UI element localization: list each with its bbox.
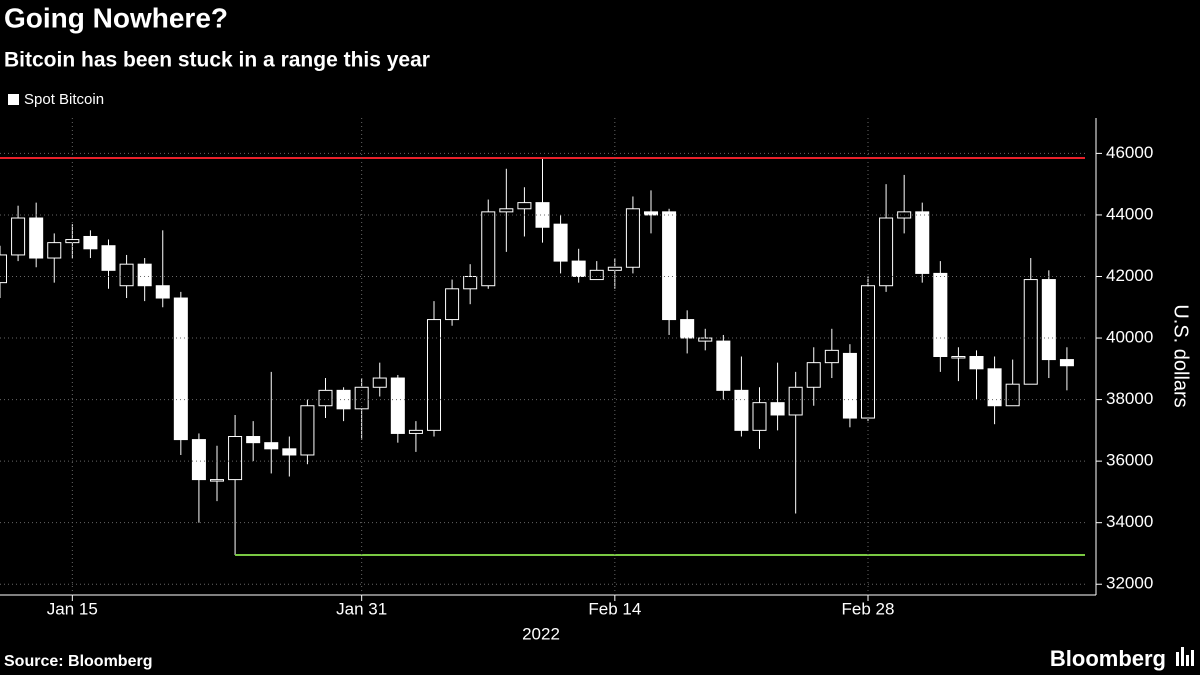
y-tick-label: 34000: [1106, 512, 1153, 531]
y-tick-label: 42000: [1106, 266, 1153, 285]
candle-body: [662, 211, 677, 321]
y-tick-label: 40000: [1106, 328, 1153, 347]
candle-body: [752, 402, 767, 431]
candle-body: [879, 217, 894, 287]
y-tick-label: 44000: [1106, 204, 1153, 223]
plot: [0, 157, 1085, 556]
candle-body: [119, 263, 134, 287]
candle-body: [445, 288, 460, 321]
candle-body: [426, 319, 442, 431]
candle-body: [571, 260, 586, 277]
candle-body: [191, 439, 206, 481]
candle-body: [372, 377, 387, 388]
candle-body: [553, 223, 568, 262]
legend-swatch: [8, 94, 19, 105]
candle-body: [1041, 279, 1056, 361]
chart-title: Going Nowhere?: [4, 2, 228, 33]
legend-label: Spot Bitcoin: [24, 91, 104, 108]
candle-body: [698, 337, 713, 342]
candle-body: [11, 217, 26, 256]
candle-body: [680, 319, 695, 339]
y-tick-label: 36000: [1106, 451, 1153, 470]
candle-body: [481, 211, 496, 287]
candle-body: [318, 389, 333, 407]
candle-body: [137, 263, 152, 287]
candle-body: [607, 266, 622, 271]
candle-body: [83, 235, 98, 250]
candle-body: [47, 242, 62, 259]
candle-body: [1059, 359, 1074, 367]
brand-icon: [1176, 647, 1194, 666]
candle-body: [951, 356, 966, 359]
candle-body: [209, 479, 225, 482]
candle-body: [264, 442, 279, 450]
candle-body: [1023, 279, 1038, 385]
candle-body: [842, 352, 857, 419]
y-tick-label: 38000: [1106, 389, 1153, 408]
candle-body: [228, 436, 243, 481]
candle-body: [625, 208, 640, 268]
candle-body: [101, 245, 116, 271]
candle-body: [716, 340, 731, 391]
x-axis-label: 2022: [522, 624, 560, 643]
y-tick-label: 46000: [1106, 143, 1153, 162]
candle-body: [463, 275, 478, 290]
candle-body: [336, 389, 351, 410]
candle-body: [824, 349, 839, 364]
candle-body: [173, 297, 188, 441]
candle-body: [155, 285, 170, 299]
candle-body: [770, 402, 785, 416]
source: Source: Bloomberg: [4, 653, 152, 670]
candle-body: [987, 368, 1002, 407]
candle-body: [535, 202, 550, 228]
candle-body: [390, 377, 405, 434]
x-tick-label: Jan 31: [336, 599, 387, 618]
candle-body: [29, 217, 44, 259]
candle-body: [788, 386, 803, 416]
candle-body: [1005, 383, 1020, 407]
candle-body: [915, 211, 930, 274]
candle-body: [246, 436, 261, 444]
candle-body: [933, 272, 948, 357]
brand: Bloomberg: [1050, 646, 1166, 671]
candle-body: [969, 356, 984, 370]
candle-body: [734, 389, 749, 431]
candle-body: [643, 211, 659, 216]
candle-body: [408, 429, 423, 434]
y-tick-label: 32000: [1106, 574, 1153, 593]
candle-body: [282, 448, 297, 456]
candle-body: [499, 208, 514, 213]
candle-body: [0, 254, 8, 284]
chart-subtitle: Bitcoin has been stuck in a range this y…: [4, 49, 430, 72]
candle-body: [517, 202, 532, 210]
x-tick-label: Feb 14: [588, 599, 641, 618]
candle-body: [806, 362, 821, 388]
candle-body: [589, 269, 604, 281]
y-axis-label: U.S. dollars: [1170, 304, 1192, 407]
x-tick-label: Feb 28: [842, 599, 895, 618]
x-tick-label: Jan 15: [47, 599, 98, 618]
candle-body: [300, 405, 315, 456]
